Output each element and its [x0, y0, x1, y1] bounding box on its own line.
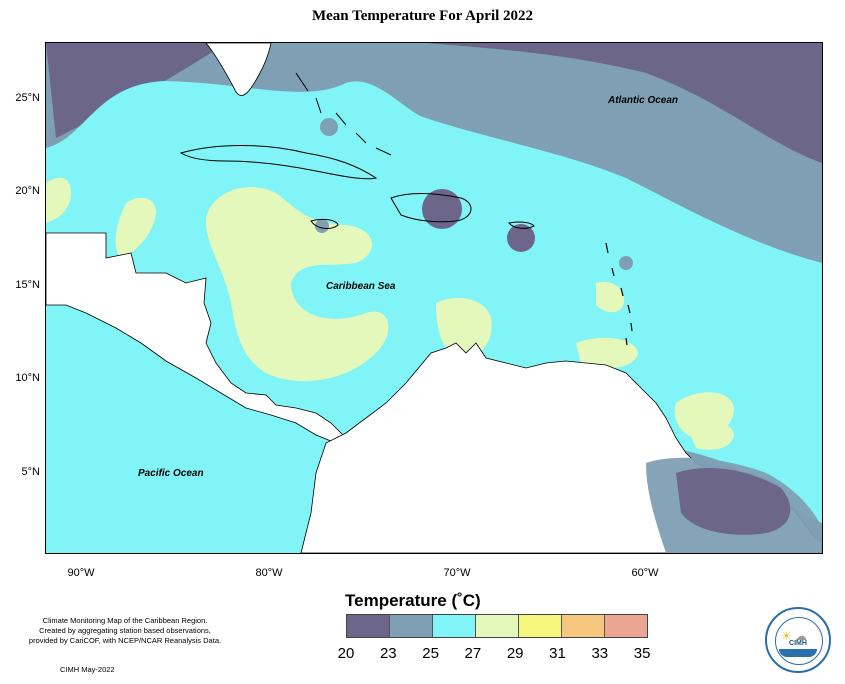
- sun-icon: ☀: [781, 629, 792, 643]
- legend-color-bar: [346, 614, 648, 638]
- band-27-29-yucatan: [46, 177, 71, 223]
- lat-label-15n: 15°N: [15, 279, 40, 291]
- blob-guadeloupe: [619, 256, 633, 270]
- legend-title: Temperature (˚C): [345, 591, 481, 610]
- map-title: Mean Temperature For April 2022: [311, 8, 534, 24]
- lat-label-20n: 20°N: [15, 185, 40, 197]
- blob-bahamas: [320, 118, 338, 136]
- label-atlantic-ocean: Atlantic Ocean: [608, 95, 679, 106]
- map-description: Climate Monitoring Map of the Caribbean …: [10, 616, 240, 646]
- lat-label-5n: 5°N: [21, 466, 40, 478]
- band-27-29-antilles: [596, 281, 625, 313]
- band-27-29-central: [205, 187, 389, 382]
- legend-tick-label: 35: [633, 645, 651, 662]
- temperature-map-svg: [46, 43, 822, 553]
- legend-swatch-0: [347, 615, 390, 637]
- lon-label-90w: 90°W: [67, 567, 95, 579]
- note-line-1: Climate Monitoring Map of the Caribbean …: [42, 616, 208, 625]
- lon-label-70w: 70°W: [443, 567, 471, 579]
- legend-swatch-6: [605, 615, 647, 637]
- lon-label-80w: 80°W: [255, 567, 283, 579]
- legend-tick-label: 29: [506, 645, 524, 662]
- blob-hispaniola: [422, 189, 462, 229]
- land-bahamas: [295, 72, 392, 156]
- credit-text: CIMH May-2022: [60, 665, 115, 674]
- cimh-logo: ☀ ☁ CIMH: [765, 607, 831, 673]
- logo-text: CIMH: [789, 640, 807, 647]
- band-27-29-colombia: [436, 298, 492, 358]
- blob-jamaica: [315, 219, 329, 233]
- label-caribbean-sea: Caribbean Sea: [326, 281, 396, 292]
- legend-swatch-3: [476, 615, 519, 637]
- legend-tick-label: 33: [591, 645, 609, 662]
- band-27-29-trinidad: [576, 337, 638, 369]
- note-line-2: Created by aggregating station based obs…: [39, 626, 211, 635]
- land-florida: [205, 43, 272, 96]
- note-line-3: provided by CariCOF, with NCEP/NCAR Rean…: [28, 636, 222, 645]
- lon-label-60w: 60°W: [631, 567, 659, 579]
- land-cuba: [179, 145, 378, 180]
- wave-icon: [779, 649, 817, 657]
- band-27-29-belize: [115, 197, 156, 258]
- lat-label-25n: 25°N: [15, 92, 40, 104]
- legend-tick-label: 25: [422, 645, 439, 662]
- legend-swatch-2: [433, 615, 476, 637]
- legend-tick-label: 31: [549, 645, 566, 662]
- lat-label-10n: 10°N: [15, 372, 40, 384]
- legend-tick-label: 23: [379, 645, 397, 662]
- blob-puerto-rico: [507, 224, 535, 252]
- temperature-map: Atlantic Ocean Caribbean Sea Pacific Oce…: [45, 42, 823, 554]
- tint-guianas-dark: [676, 468, 791, 535]
- land-lesser-antilles: [605, 242, 633, 346]
- logo-inner-ring: [775, 617, 823, 665]
- land-hispaniola: [390, 192, 472, 223]
- label-pacific-ocean: Pacific Ocean: [138, 468, 204, 479]
- legend-tick-label: 27: [464, 645, 482, 662]
- legend-swatch-1: [390, 615, 433, 637]
- band-20-23-atlantic: [426, 43, 822, 163]
- cloud-icon: ☁: [795, 629, 807, 643]
- legend-tick-label: 20: [337, 645, 355, 662]
- gulf-edge: [46, 43, 56, 143]
- land-central-america: [46, 232, 347, 444]
- legend-swatch-4: [519, 615, 562, 637]
- land-jamaica: [310, 218, 339, 229]
- land-puerto-rico: [508, 221, 535, 229]
- tint-guyana-green: [686, 417, 734, 450]
- legend-swatch-5: [562, 615, 605, 637]
